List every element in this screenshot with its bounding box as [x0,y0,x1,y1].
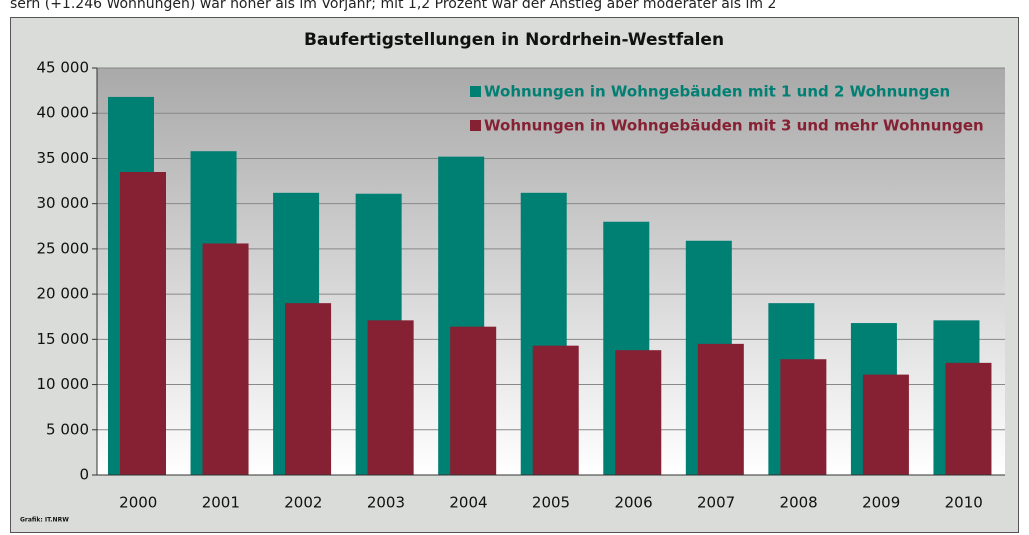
bar [202,243,249,475]
x-tick-label: 2003 [367,494,405,512]
x-tick-label: 2002 [284,494,322,512]
bar [945,362,992,475]
legend-swatch [470,86,481,97]
y-tick-label: 15 000 [37,330,90,348]
bar [780,359,827,475]
y-tick-label: 35 000 [37,149,90,167]
x-tick-label: 2010 [945,494,983,512]
x-tick-label: 2004 [449,494,487,512]
x-tick-label: 2009 [862,494,900,512]
y-tick-label: 25 000 [37,239,90,257]
x-tick-label: 2000 [119,494,157,512]
x-tick-label: 2005 [532,494,570,512]
bar [532,345,579,475]
bar [285,303,332,475]
caption-fragment: sern (+1.246 Wohnungen) war höher als im… [10,0,776,12]
y-tick-label: 10 000 [37,375,90,393]
chart-title: Baufertigstellungen in Nordrhein-Westfal… [304,30,724,50]
bar [862,374,909,475]
y-tick-label: 0 [79,466,89,484]
y-tick-label: 20 000 [37,285,90,303]
bar [450,326,497,475]
x-tick-label: 2007 [697,494,735,512]
bar [367,320,414,475]
y-tick-label: 5 000 [46,420,89,438]
y-tick-label: 45 000 [37,59,90,77]
y-tick-label: 30 000 [37,194,90,212]
bar [697,343,744,475]
y-tick-label: 40 000 [37,104,90,122]
legend-label: Wohnungen in Wohngebäuden mit 1 und 2 Wo… [484,83,950,101]
x-tick-label: 2001 [202,494,240,512]
bar [615,350,662,475]
legend-label: Wohnungen in Wohngebäuden mit 3 und mehr… [484,117,984,135]
x-tick-label: 2008 [780,494,818,512]
x-tick-label: 2006 [614,494,652,512]
source: Grafik: IT.NRW [20,517,69,524]
bar [120,172,166,475]
legend-swatch [470,120,481,131]
